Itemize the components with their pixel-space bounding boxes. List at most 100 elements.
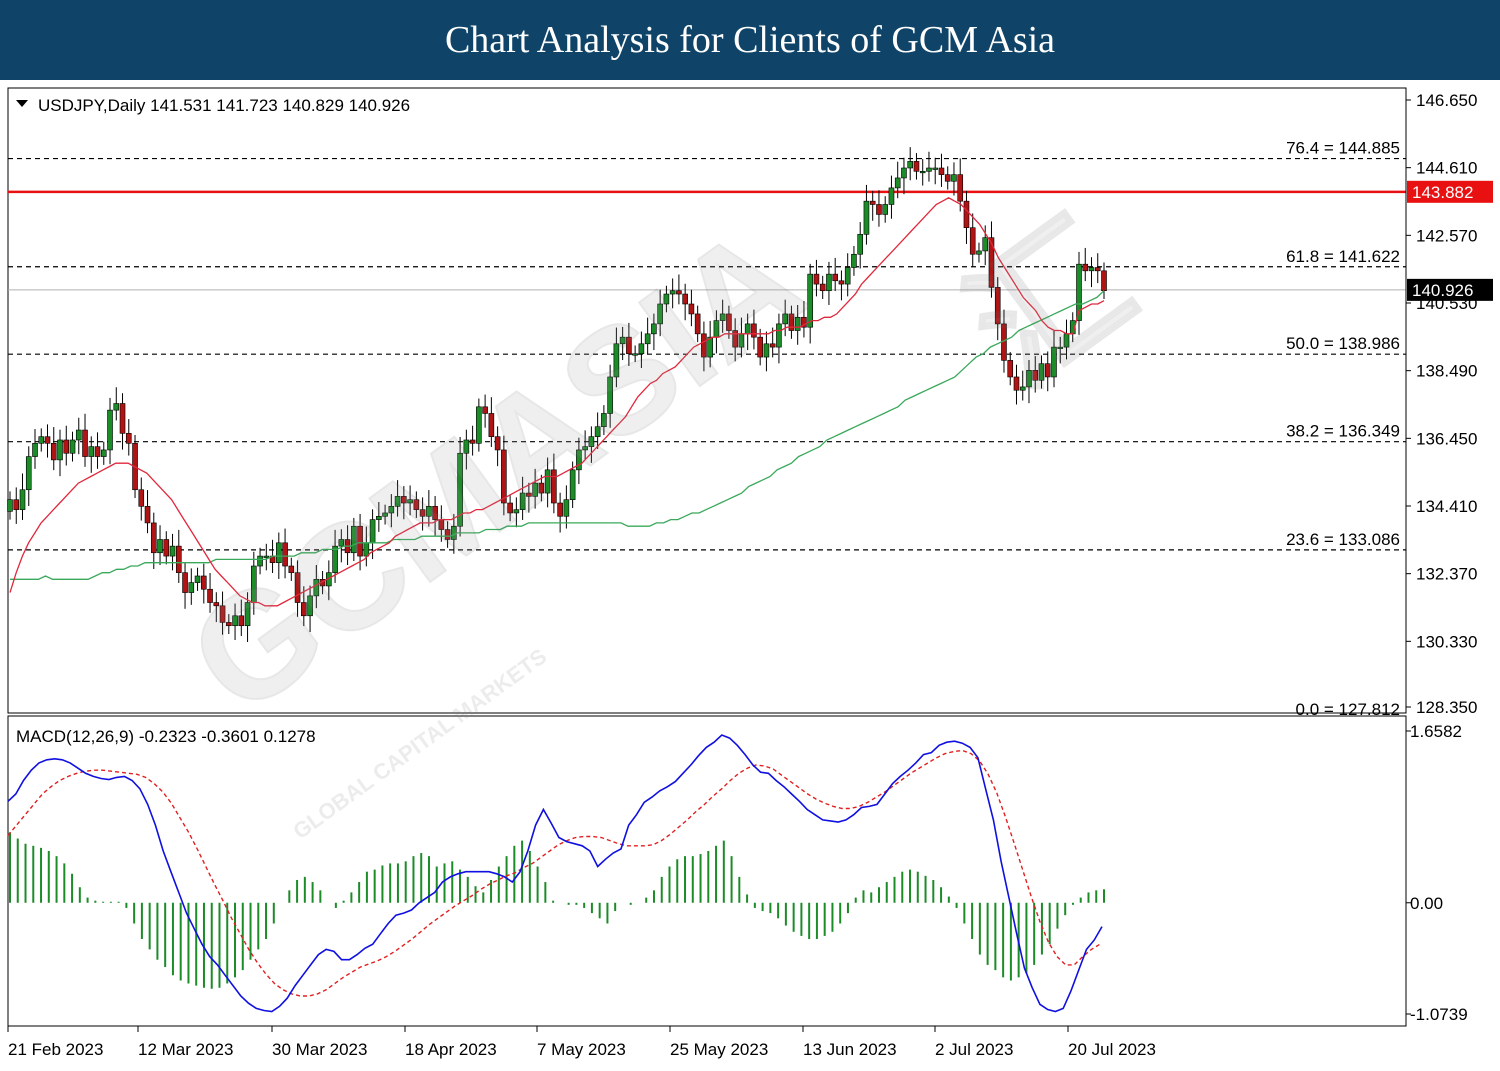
candle-body	[401, 496, 407, 504]
current-price-tag	[1407, 278, 1493, 301]
date-tick-label: 12 Mar 2023	[138, 1040, 233, 1059]
candle-body	[150, 522, 157, 554]
candle-body	[607, 376, 613, 414]
candle-body	[876, 204, 882, 215]
candle-body	[644, 333, 651, 345]
candle-body	[1032, 370, 1039, 381]
candle-body	[963, 200, 970, 229]
candle-body	[138, 489, 145, 507]
candle-body	[301, 602, 307, 617]
candle-body	[1094, 267, 1101, 272]
candle-body	[694, 313, 701, 335]
candle-body	[1019, 386, 1026, 391]
candle-body	[413, 499, 420, 510]
candle-body	[613, 343, 620, 378]
fibonacci-label: 76.4 = 144.885	[1286, 139, 1400, 158]
candle-body	[913, 161, 920, 172]
candle-body	[219, 605, 226, 623]
candle-body	[544, 469, 551, 494]
candle-body	[376, 515, 382, 520]
candle-body	[313, 578, 320, 597]
current-price-tag-label: 140.926	[1412, 281, 1473, 300]
date-tick-label: 20 Jul 2023	[1068, 1040, 1156, 1059]
candle-body	[482, 406, 488, 414]
macd-histogram	[9, 832, 1105, 989]
candle-body	[1051, 346, 1057, 378]
candle-body	[557, 502, 563, 517]
candle-body	[88, 446, 95, 457]
fibonacci-label: 38.2 = 136.349	[1286, 422, 1400, 441]
candle-body	[969, 227, 976, 255]
dropdown-icon[interactable]	[16, 100, 28, 107]
candle-body	[13, 499, 20, 510]
candle-body	[226, 622, 232, 627]
candle-body	[1013, 376, 1020, 391]
candle-body	[38, 436, 45, 444]
macd-label: MACD(12,26,9) -0.2323 -0.3601 0.1278	[16, 727, 316, 746]
candle-body	[932, 167, 939, 170]
price-tick-label: 134.410	[1416, 497, 1477, 516]
candle-body	[857, 234, 863, 255]
candle-body	[707, 336, 713, 358]
candle-body	[894, 177, 901, 189]
price-tick-label: 144.610	[1416, 159, 1477, 178]
candle-body	[57, 439, 63, 461]
resistance-tag-label: 143.882	[1412, 183, 1473, 202]
candle-body	[182, 572, 188, 593]
candle-body	[619, 336, 626, 345]
macd-main-line	[7, 734, 1103, 1013]
candle-body	[751, 323, 757, 338]
date-tick-label: 7 May 2023	[537, 1040, 626, 1059]
macd-panel: MACD(12,26,9) -0.2323 -0.3601 0.1278 1.6…	[7, 715, 1468, 1027]
candle-body	[869, 200, 876, 205]
candle-body	[988, 237, 995, 288]
price-tags: 143.882 140.926	[1407, 180, 1493, 301]
candle-body	[294, 572, 301, 603]
header-banner: Chart Analysis for Clients of GCM Asia	[0, 0, 1500, 80]
candle-body	[663, 293, 670, 305]
candle-body	[976, 250, 982, 255]
date-tick-label: 30 Mar 2023	[272, 1040, 367, 1059]
candle-body	[844, 267, 851, 285]
candle-body	[263, 555, 270, 558]
candle-body	[94, 446, 101, 457]
candle-body	[832, 273, 838, 282]
moving-average-green	[10, 290, 1105, 580]
candle-body	[257, 555, 263, 567]
candle-body	[638, 343, 645, 355]
candle-body	[532, 482, 538, 497]
candle-body	[819, 283, 826, 292]
candle-body	[569, 469, 576, 500]
fibonacci-label: 61.8 = 141.622	[1286, 247, 1400, 266]
candle-body	[669, 290, 676, 295]
candle-body	[238, 615, 245, 627]
candle-body	[32, 443, 38, 457]
candle-body	[651, 323, 657, 335]
candle-body	[813, 273, 820, 285]
candle-body	[513, 509, 520, 514]
main-price-panel: 76.4 = 144.885 61.8 = 141.622 50.0 = 138.9…	[7, 87, 1407, 719]
candle-body	[807, 273, 813, 328]
banner-title: Chart Analysis for Clients of GCM Asia	[444, 19, 1056, 61]
candle-body	[1038, 363, 1045, 381]
candle-body	[982, 237, 989, 252]
fibonacci-levels: 76.4 = 144.885 61.8 = 141.622 50.0 = 138.9…	[8, 139, 1406, 719]
candle-body	[157, 539, 163, 554]
macd-tick-label: 1.6582	[1410, 722, 1462, 741]
candle-body	[719, 313, 726, 321]
candle-body	[632, 353, 638, 356]
candle-body	[175, 545, 182, 573]
date-axis: 21 Feb 2023 12 Mar 2023 30 Mar 2023 18 Apr …	[7, 1026, 1156, 1059]
candle-body	[951, 174, 957, 182]
date-tick-label: 18 Apr 2023	[405, 1040, 497, 1059]
candle-body	[726, 313, 732, 331]
fibonacci-label: 0.0 = 127.812	[1296, 700, 1400, 719]
candle-body	[526, 492, 532, 497]
candle-body	[388, 506, 395, 514]
candle-body	[276, 542, 282, 564]
price-tick-label: 130.330	[1416, 632, 1477, 651]
candle-body	[432, 506, 438, 520]
candle-body	[457, 452, 463, 527]
candle-body	[688, 303, 695, 315]
candle-body	[63, 439, 70, 454]
